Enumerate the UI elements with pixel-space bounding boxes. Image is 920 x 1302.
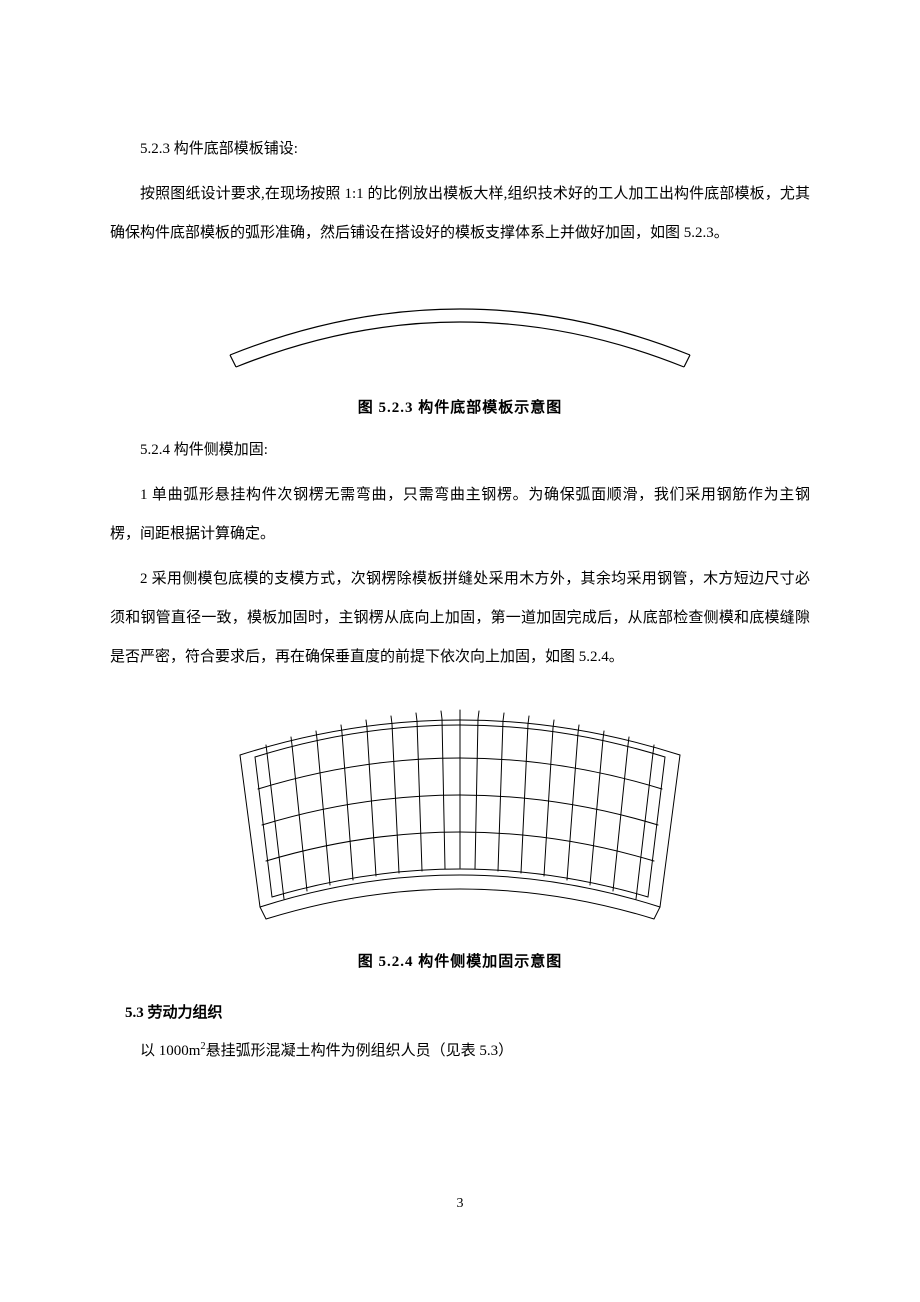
figure-5-2-3 — [110, 273, 810, 378]
heading-5-3: 5.3 劳动力组织 — [110, 1001, 810, 1022]
page-number: 3 — [0, 1196, 920, 1212]
heading-5-2-4: 5.2.4 构件侧模加固: — [110, 431, 810, 470]
para-5-2-4-item1: 1 单曲弧形悬挂构件次钢楞无需弯曲，只需弯曲主钢楞。为确保弧面顺滑，我们采用钢筋… — [110, 476, 810, 554]
para-5-3-pre: 以 1000m — [140, 1043, 200, 1059]
figure-5-2-3-svg — [200, 273, 720, 373]
figure-5-2-4 — [110, 697, 810, 932]
figure-5-2-4-svg — [200, 697, 720, 927]
para-5-2-3-body: 按照图纸设计要求,在现场按照 1:1 的比例放出模板大样,组织技术好的工人加工出… — [110, 175, 810, 253]
figure-5-2-4-caption: 图 5.2.4 构件侧模加固示意图 — [110, 950, 810, 971]
para-5-2-4-item2: 2 采用侧模包底模的支模方式，次钢楞除模板拼缝处采用木方外，其余均采用钢管，木方… — [110, 560, 810, 677]
para-5-3-post: 悬挂弧形混凝土构件为例组织人员（见表 5.3） — [206, 1043, 514, 1059]
heading-5-2-3: 5.2.3 构件底部模板铺设: — [110, 130, 810, 169]
figure-5-2-3-caption: 图 5.2.3 构件底部模板示意图 — [110, 396, 810, 417]
page: 5.2.3 构件底部模板铺设: 按照图纸设计要求,在现场按照 1:1 的比例放出… — [0, 0, 920, 1302]
para-5-3-body: 以 1000m2悬挂弧形混凝土构件为例组织人员（见表 5.3） — [110, 1032, 810, 1071]
